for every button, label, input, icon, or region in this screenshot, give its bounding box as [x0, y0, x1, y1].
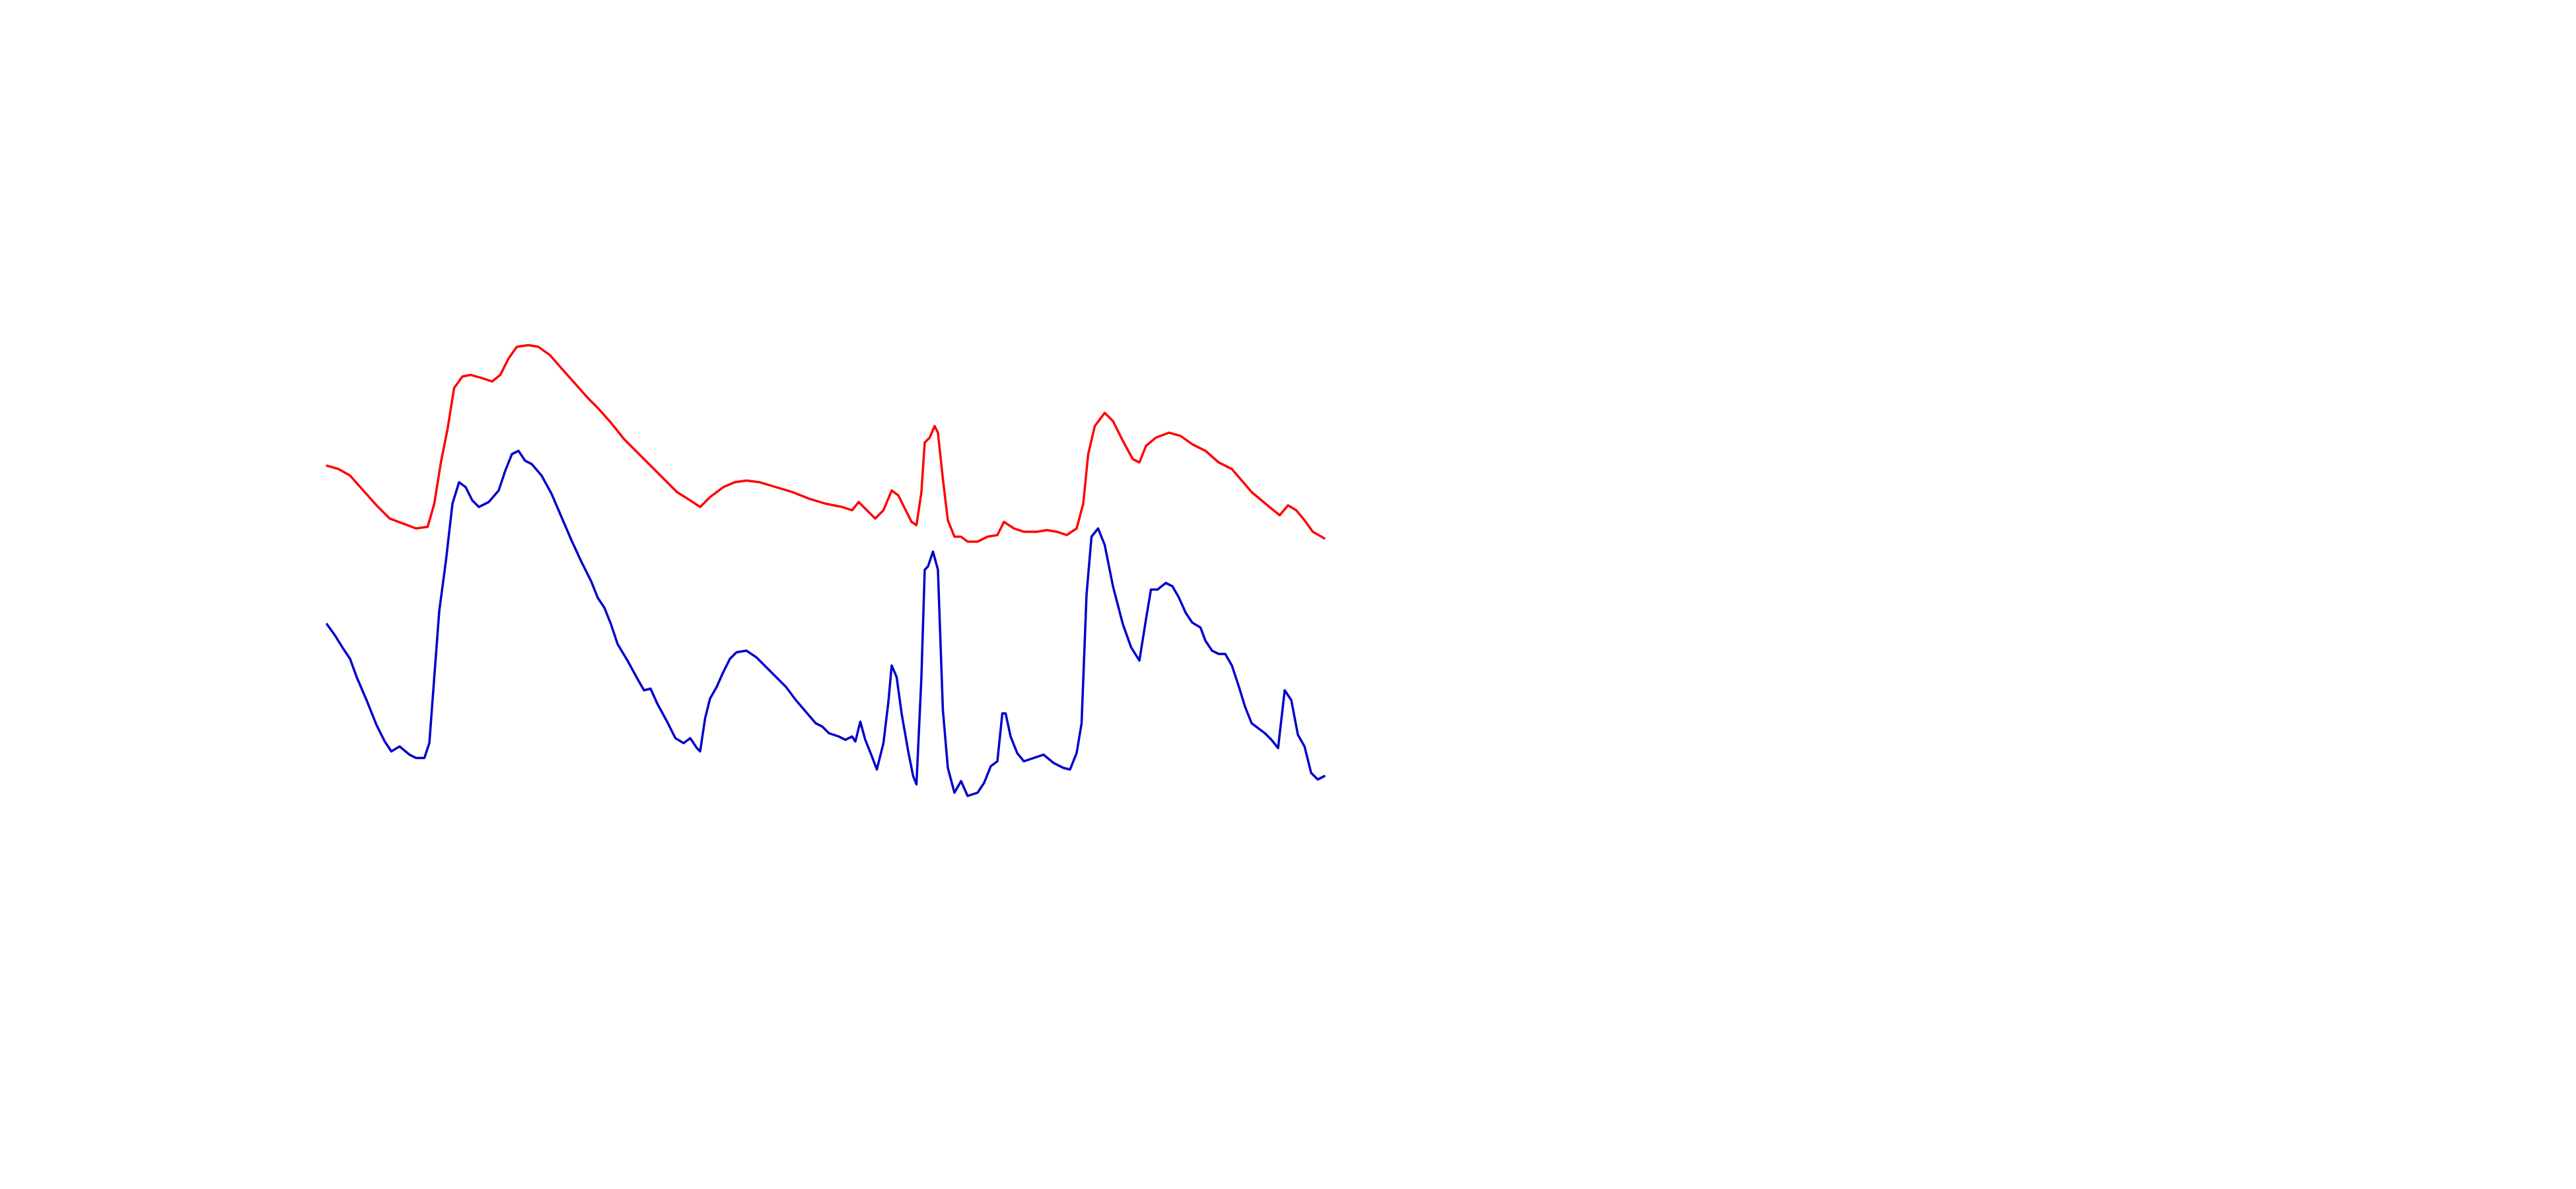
line	[326, 449, 1326, 797]
line	[326, 343, 1326, 543]
